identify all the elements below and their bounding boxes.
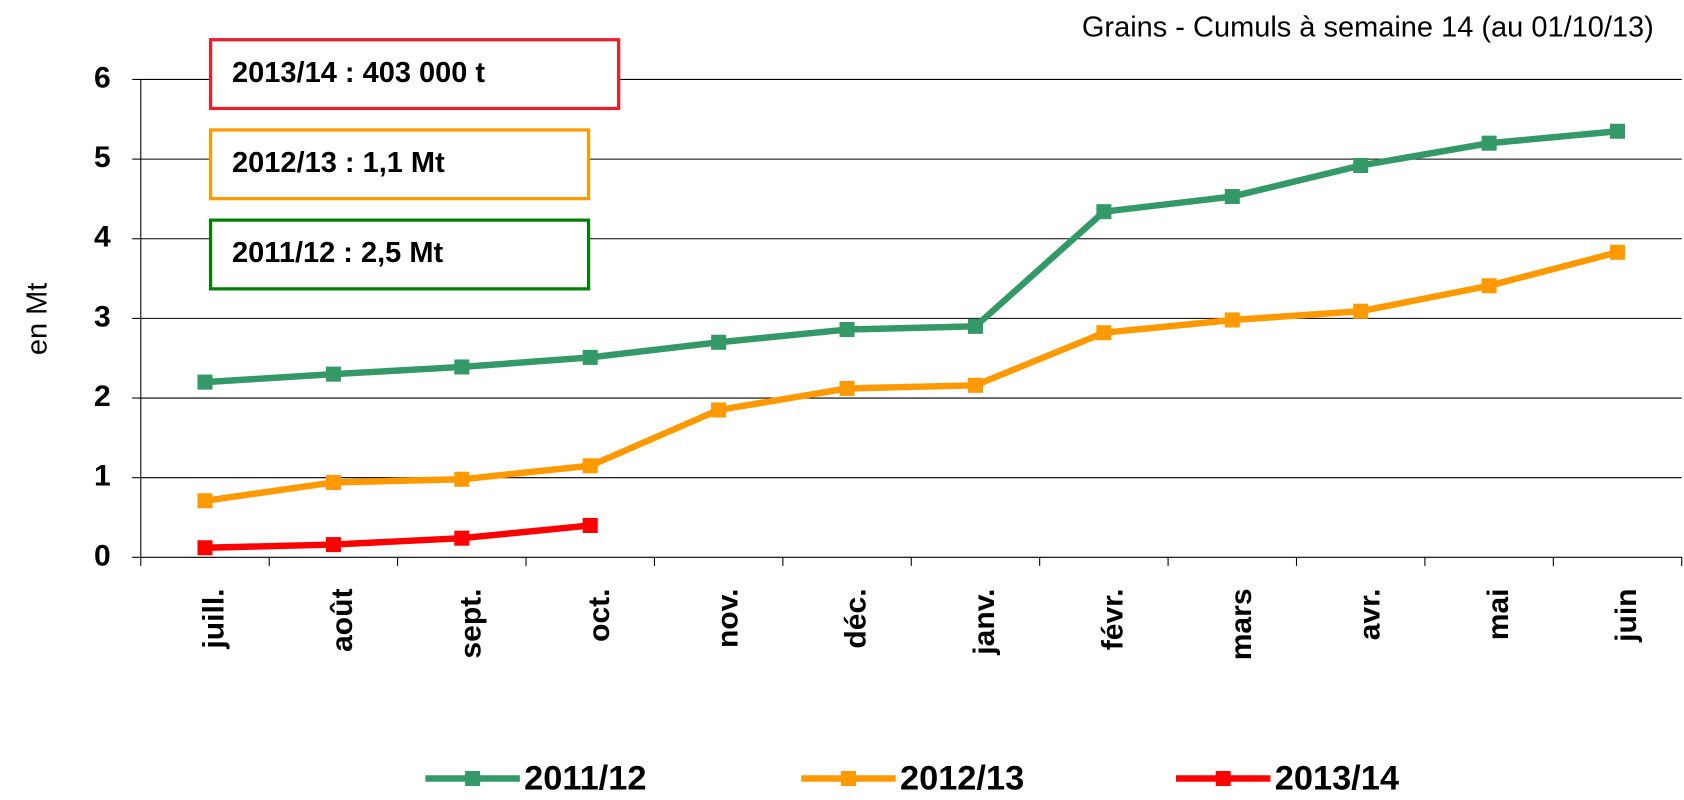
x-tick-label: déc. [840,588,873,648]
y-tick-label: 5 [94,141,111,174]
chart-title: Grains - Cumuls à semaine 14 (au 01/10/1… [1082,12,1654,44]
y-tick-label: 2 [94,380,111,413]
point [325,537,341,553]
x-tick-label: mai [1482,588,1515,640]
point [1481,135,1497,151]
point [1481,278,1497,294]
point [454,530,470,546]
series-line [204,249,1619,504]
y-tick-label: 6 [94,61,111,94]
annotation-text: 2011/12 : 2,5 Mt [232,237,443,269]
point [1610,123,1626,139]
legend-label: 2011/12 [524,760,646,798]
annotation-box [208,38,621,111]
x-tick-label: juin [1610,588,1643,642]
point [454,359,470,375]
x-tick-label: mars [1225,588,1258,660]
point [197,540,213,556]
y-tick-label: 1 [94,460,111,493]
point [839,322,855,338]
point [1096,204,1112,220]
legend-marker [465,771,481,787]
y-tick-label: 4 [94,221,111,254]
point [1610,244,1626,260]
x-tick-label: avr. [1353,588,1386,640]
point [967,377,983,393]
point [1224,312,1240,328]
annotation-text: 2012/13 : 1,1 Mt [232,147,445,179]
point [967,318,983,334]
point [582,349,598,365]
y-tick-label: 0 [94,539,111,572]
point [1224,189,1240,205]
point [325,366,341,382]
point [711,402,727,418]
series-line [204,522,591,551]
point [1096,325,1112,341]
x-tick-label: juill. [198,588,231,649]
legend-marker [840,771,856,787]
annotation-box [208,128,591,201]
y-tick-label: 3 [94,300,111,333]
annotation-box [208,218,591,291]
point [839,380,855,396]
point [711,334,727,350]
point [197,374,213,390]
x-tick-label: oct. [583,588,616,641]
point [454,471,470,487]
x-tick-label: janv. [968,588,1001,655]
legend-label: 2012/13 [900,760,1024,798]
point [197,493,213,509]
x-tick-label: nov. [711,588,744,648]
point [582,517,598,533]
legend-marker [1215,771,1231,787]
legend-label: 2013/14 [1275,760,1399,798]
point [582,458,598,474]
x-tick-label: sept. [454,588,487,658]
point [1353,157,1369,173]
series-line [204,128,1618,386]
point [325,474,341,490]
x-tick-label: févr. [1097,588,1130,650]
x-tick-label: août [326,588,359,651]
point [1353,303,1369,319]
annotation-text: 2013/14 : 403 000 t [232,57,485,89]
y-axis-label: en Mt [21,283,53,356]
